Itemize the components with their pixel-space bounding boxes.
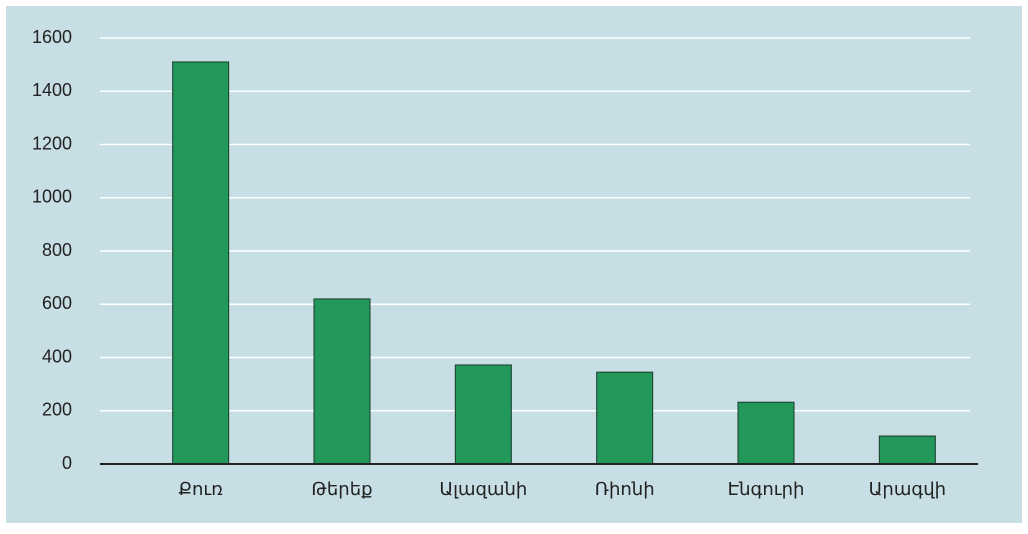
bar — [737, 401, 795, 465]
x-tick-label: Թերեք — [311, 479, 372, 499]
y-tick-label: 800 — [42, 240, 72, 260]
bar — [313, 298, 371, 465]
y-tick-label: 0 — [62, 453, 72, 473]
bar — [172, 61, 230, 465]
y-tick-label: 1400 — [32, 80, 72, 100]
bar — [878, 435, 936, 465]
x-tick-label: Արագվի — [869, 479, 946, 499]
y-tick-label: 1200 — [32, 133, 72, 153]
x-tick-label: Ալազանի — [439, 479, 527, 499]
x-tick-label: Ռիոնի — [595, 479, 655, 499]
y-tick-label: 200 — [42, 400, 72, 420]
y-tick-label: 400 — [42, 346, 72, 366]
bar — [596, 371, 654, 465]
x-tick-label: Էնգուրի — [728, 479, 805, 499]
y-tick-label: 600 — [42, 293, 72, 313]
y-tick-label: 1000 — [32, 187, 72, 207]
x-tick-label: Քուռ — [178, 479, 223, 499]
plot-background — [6, 6, 1022, 523]
bar — [454, 364, 512, 465]
y-tick-label: 1600 — [32, 27, 72, 47]
